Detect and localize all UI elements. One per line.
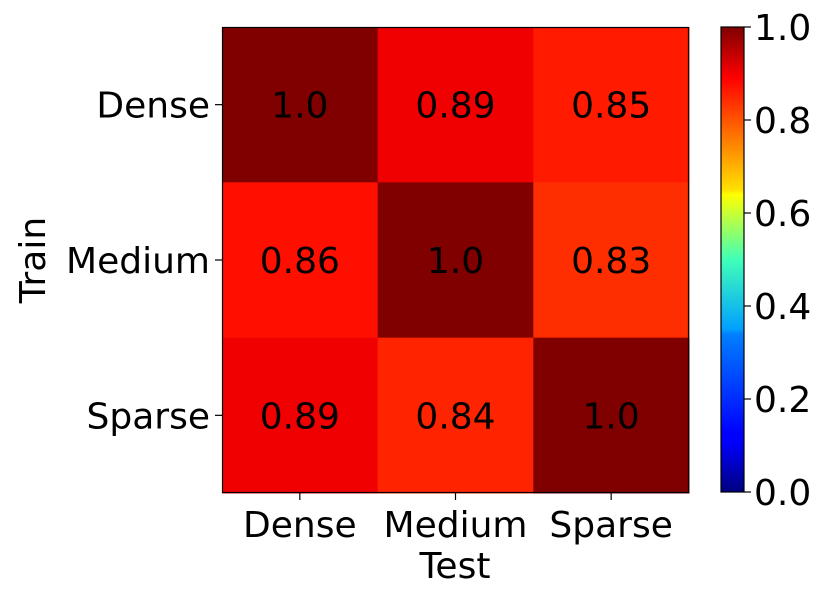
heatmap-cell bbox=[533, 182, 690, 339]
cell-value-label: 0.83 bbox=[571, 241, 651, 282]
heatmap-cell bbox=[222, 337, 379, 494]
colorbar-tick-label: 0.4 bbox=[754, 287, 811, 328]
colorbar bbox=[720, 26, 745, 493]
y-tick-label: Dense bbox=[96, 86, 210, 127]
cell-value-label: 1.0 bbox=[583, 396, 640, 437]
y-axis-label: Train bbox=[13, 217, 54, 304]
heatmap-cells bbox=[222, 27, 690, 494]
colorbar-tick-label: 0.2 bbox=[754, 380, 811, 421]
cell-value-label: 0.85 bbox=[571, 86, 651, 127]
heatmap-cell bbox=[222, 27, 379, 183]
colorbar-ticks: 0.0 0.2 0.4 0.6 0.8 1.0 bbox=[744, 8, 811, 514]
y-axis-ticks: Dense Medium Sparse bbox=[66, 86, 222, 437]
cell-value-label: 0.89 bbox=[415, 86, 495, 127]
x-tick-label: Medium bbox=[384, 505, 528, 546]
x-tick-label: Dense bbox=[243, 505, 357, 546]
cell-value-label: 0.84 bbox=[415, 396, 495, 437]
heatmap-cell bbox=[533, 27, 690, 183]
heatmap-cell bbox=[533, 337, 690, 494]
y-tick-label: Medium bbox=[66, 241, 210, 282]
x-tick-label: Sparse bbox=[549, 505, 672, 546]
y-tick-label: Sparse bbox=[87, 396, 210, 437]
heatmap-cell bbox=[377, 337, 534, 494]
heatmap-cell-labels: 1.0 0.89 0.85 0.86 1.0 0.83 0.89 0.84 1.0 bbox=[260, 86, 651, 438]
cell-value-label: 1.0 bbox=[271, 86, 328, 127]
x-axis-ticks: Dense Medium Sparse bbox=[243, 493, 673, 546]
x-axis-label: Test bbox=[419, 546, 491, 587]
heatmap-cell bbox=[377, 27, 534, 183]
heatmap-cell bbox=[222, 182, 379, 339]
colorbar-tick-label: 0.8 bbox=[754, 101, 811, 142]
heatmap-cell bbox=[377, 182, 534, 339]
cell-value-label: 0.89 bbox=[260, 396, 340, 437]
cell-value-label: 0.86 bbox=[260, 241, 340, 282]
cell-value-label: 1.0 bbox=[427, 241, 484, 282]
plot-frame bbox=[221, 26, 690, 494]
colorbar-tick-label: 1.0 bbox=[754, 8, 811, 49]
colorbar-tick-label: 0.0 bbox=[754, 473, 811, 514]
colorbar-tick-label: 0.6 bbox=[754, 194, 811, 235]
